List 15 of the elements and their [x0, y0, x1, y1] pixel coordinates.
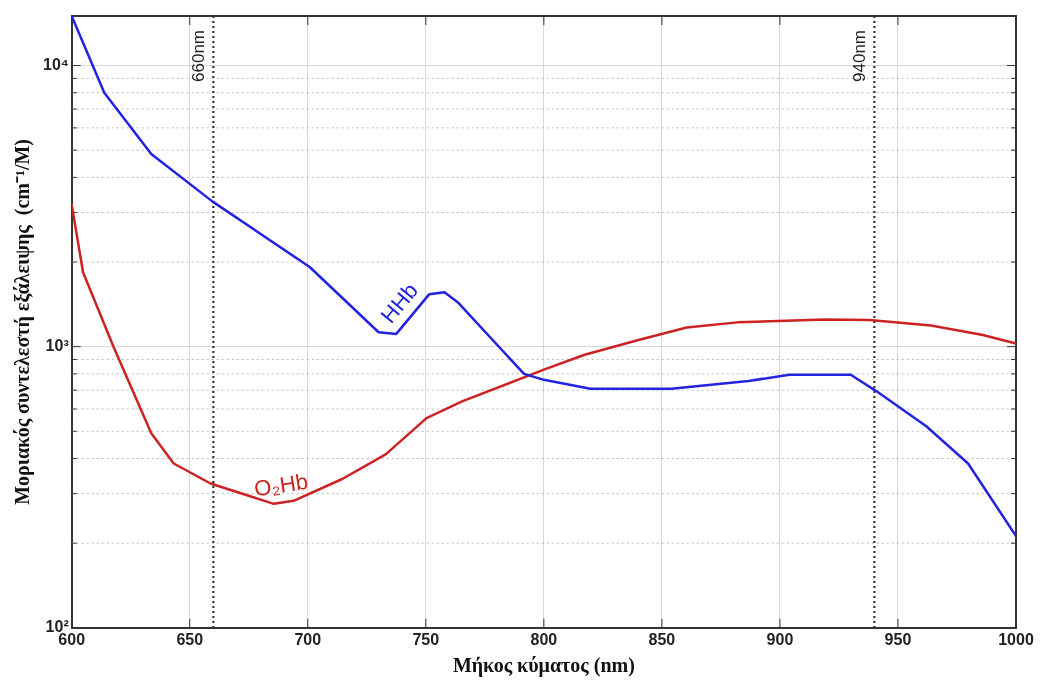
x-axis-title: Μήκος κύματος (nm) — [452, 654, 635, 678]
y-tick-label: 10⁴ — [42, 55, 69, 73]
ref-line-label: 660nm — [188, 30, 208, 82]
x-tick-label: 800 — [530, 630, 558, 648]
x-tick-label: 650 — [176, 630, 204, 648]
x-tick-label: 850 — [648, 630, 676, 648]
y-tick-label: 10³ — [45, 337, 69, 355]
x-tick-label: 700 — [294, 630, 322, 648]
x-tick-label: 950 — [884, 630, 912, 648]
ref-line-label: 940nm — [849, 30, 869, 82]
x-tick-label: 750 — [412, 630, 440, 648]
text: O₂Hb — [252, 468, 310, 502]
x-tick-label: 1000 — [998, 630, 1034, 648]
x-tick-label: 900 — [766, 630, 794, 648]
y-axis-title: Μοριακός συντελεστή εξάλειψης (cm⁻¹/M) — [11, 138, 35, 505]
